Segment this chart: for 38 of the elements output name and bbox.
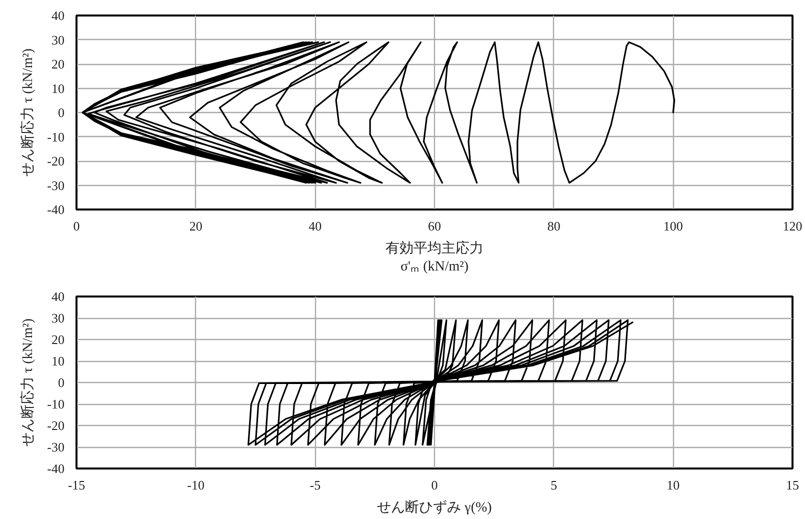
y-tick-label: 20 — [52, 332, 64, 347]
x-tick-label: 20 — [189, 218, 202, 234]
x-tick-label: 5 — [550, 478, 558, 492]
x-tick-label: -15 — [68, 478, 86, 492]
x-tick-label: -5 — [310, 478, 321, 492]
y-tick-label: 10 — [52, 80, 64, 96]
y-tick-label: -20 — [47, 154, 65, 168]
x-tick-label: 40 — [308, 218, 322, 234]
y-tick-label: 20 — [52, 56, 64, 72]
y-tick-label: 10 — [52, 354, 64, 368]
line-series — [82, 41, 676, 184]
x-tick-label: 10 — [666, 478, 680, 492]
x-tick-label: -10 — [187, 478, 205, 492]
x-axis-title: せん断ひずみ γ(%) — [377, 500, 492, 516]
x-axis-title: 有効平均主応力 σ'ₘ (kN/m²) — [386, 240, 484, 274]
y-tick-label: -30 — [47, 440, 65, 454]
x-tick-label: 0 — [431, 478, 438, 492]
x-tick-label: 80 — [547, 218, 560, 234]
y-tick-label: -10 — [47, 396, 65, 412]
x-tick-label: 60 — [428, 218, 441, 234]
y-tick-label: 0 — [58, 375, 64, 390]
y-tick-label: -40 — [47, 202, 65, 217]
y-axis-title: せん断応力 τ (kN/m²) — [20, 318, 36, 447]
line-series — [248, 319, 634, 446]
x-tick-label: 120 — [782, 218, 802, 234]
y-tick-label: -40 — [47, 461, 65, 476]
y-tick-label: 30 — [52, 32, 64, 48]
x-tick-label: 100 — [663, 218, 683, 234]
y-axis-title: せん断応力 τ (kN/m²) — [20, 48, 36, 177]
y-tick-label: 0 — [58, 105, 64, 120]
y-tick-label: 40 — [52, 8, 64, 23]
y-tick-label: 40 — [52, 289, 64, 304]
y-tick-label: -20 — [47, 418, 65, 433]
x-tick-label: 0 — [73, 218, 80, 234]
y-tick-label: -10 — [47, 129, 65, 144]
y-tick-label: -30 — [47, 178, 65, 193]
x-tick-label: 15 — [786, 478, 799, 492]
y-tick-label: 30 — [52, 310, 64, 326]
